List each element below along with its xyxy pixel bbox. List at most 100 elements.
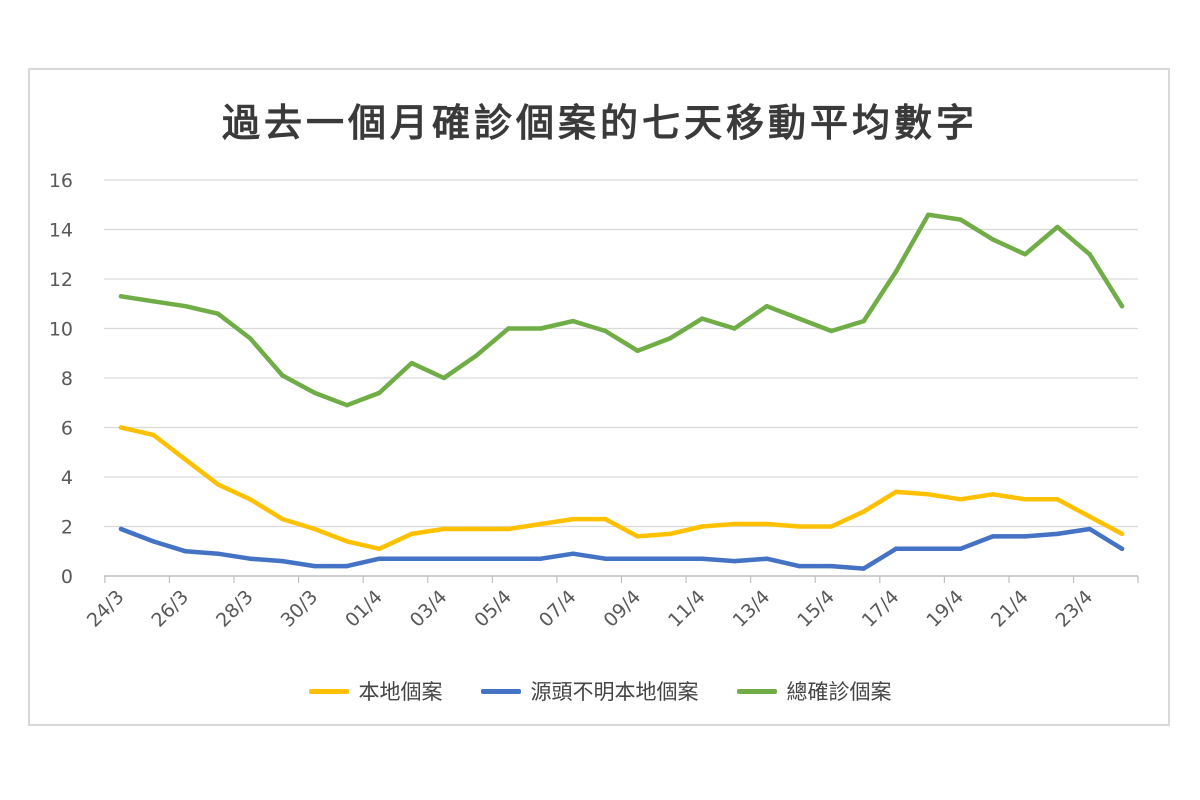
y-tick-label: 0 [61, 566, 73, 588]
data-point-0 [215, 482, 221, 487]
data-point-1 [473, 556, 479, 561]
x-tick-label: 24/3 [83, 586, 129, 632]
data-point-2 [796, 316, 802, 321]
data-point-0 [570, 516, 576, 522]
x-tick-label: 03/4 [406, 586, 452, 632]
data-point-2 [1055, 224, 1060, 230]
data-point-1 [409, 556, 414, 561]
data-point-2 [926, 212, 931, 217]
data-point-2 [538, 326, 543, 331]
data-point-1 [570, 551, 576, 556]
chart-frame [28, 68, 1170, 726]
data-point-0 [1022, 497, 1028, 502]
data-point-2 [377, 390, 382, 396]
x-tick-label: 11/4 [664, 586, 710, 632]
x-tick-label: 07/4 [535, 586, 581, 632]
data-point-2 [409, 360, 414, 366]
data-point-2 [1119, 304, 1125, 309]
data-point-2 [183, 304, 188, 309]
x-tick-label: 01/4 [341, 586, 387, 632]
y-tick-label: 8 [61, 368, 73, 390]
data-point-1 [344, 563, 350, 569]
data-point-0 [506, 526, 511, 532]
data-point-0 [344, 539, 350, 544]
x-tick-label: 21/4 [987, 586, 1033, 632]
legend-label-total: 總確診個案 [786, 680, 892, 704]
data-point-2 [151, 299, 156, 304]
data-point-0 [829, 524, 834, 529]
data-point-2 [506, 326, 511, 331]
data-point-0 [183, 457, 188, 462]
data-point-0 [377, 546, 382, 551]
legend-label-local: 本地個案 [358, 680, 443, 704]
data-point-2 [958, 217, 963, 222]
data-point-0 [700, 524, 705, 529]
legend-label-unknown-source: 源頭不明本地個案 [530, 680, 699, 704]
data-point-1 [1119, 546, 1125, 551]
data-point-0 [732, 521, 737, 527]
data-point-0 [990, 492, 996, 497]
legend-item-total: 總確診個案 [736, 676, 892, 706]
y-tick-label: 2 [61, 517, 73, 539]
data-point-0 [312, 526, 317, 532]
data-point-1 [280, 558, 285, 564]
data-point-1 [990, 534, 996, 539]
data-point-2 [118, 294, 124, 299]
y-tick-label: 12 [49, 269, 73, 291]
x-tick-label: 15/4 [793, 586, 839, 632]
x-tick-label: 13/4 [729, 586, 775, 632]
data-point-1 [151, 539, 156, 544]
data-point-1 [506, 556, 511, 561]
data-point-2 [829, 328, 834, 334]
data-point-2 [603, 328, 608, 334]
data-point-2 [635, 348, 640, 353]
data-point-2 [732, 326, 737, 331]
data-point-0 [893, 489, 899, 495]
data-point-2 [764, 304, 770, 309]
data-point-0 [473, 526, 479, 532]
data-point-1 [377, 556, 382, 561]
data-point-0 [409, 531, 414, 537]
data-point-0 [538, 521, 543, 527]
x-tick-label: 17/4 [858, 586, 904, 632]
data-point-2 [441, 375, 447, 381]
data-point-1 [118, 526, 124, 532]
data-point-0 [441, 526, 447, 532]
data-point-1 [829, 563, 834, 569]
series-line-2 [118, 212, 1125, 408]
x-tick-label: 05/4 [470, 586, 516, 632]
data-point-0 [796, 524, 802, 529]
data-point-2 [312, 390, 317, 396]
data-point-2 [570, 318, 576, 324]
legend: 本地個案 源頭不明本地個案 總確診個案 [0, 676, 1200, 706]
data-point-1 [700, 556, 705, 561]
data-point-0 [926, 492, 931, 497]
data-point-2 [344, 403, 350, 408]
x-tick-label: 30/3 [277, 586, 323, 632]
data-point-1 [603, 556, 608, 561]
x-tick-label: 26/3 [147, 586, 193, 632]
data-point-0 [1087, 514, 1092, 519]
data-point-1 [441, 556, 447, 561]
legend-swatch-local [308, 688, 349, 694]
data-point-1 [635, 556, 640, 561]
data-point-1 [764, 556, 770, 561]
data-point-1 [1055, 531, 1060, 537]
series-line-0 [118, 425, 1125, 552]
data-point-2 [990, 237, 996, 242]
data-point-0 [764, 521, 770, 527]
data-point-2 [473, 353, 479, 358]
data-point-2 [1087, 252, 1092, 257]
data-point-1 [1087, 526, 1092, 532]
data-point-0 [667, 531, 673, 537]
data-point-1 [893, 546, 899, 551]
data-point-0 [151, 432, 156, 438]
y-tick-label: 4 [61, 467, 73, 489]
y-tick-label: 10 [49, 319, 73, 341]
chart-title: 過去一個月確診個案的七天移動平均數字 [221, 100, 978, 145]
data-point-2 [893, 269, 899, 274]
x-tick-label: 23/4 [1052, 586, 1098, 632]
data-point-0 [958, 497, 963, 502]
data-point-0 [247, 497, 253, 502]
data-point-1 [183, 549, 188, 554]
